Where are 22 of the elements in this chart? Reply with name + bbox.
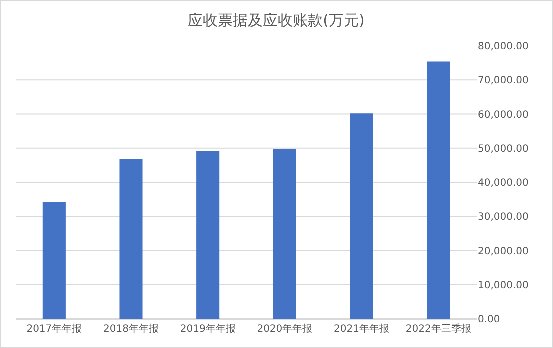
x-tick-label: 2018年年报 bbox=[104, 323, 159, 335]
y-tick-label: 70,000.00 bbox=[478, 76, 529, 87]
bar bbox=[350, 114, 374, 319]
x-tick-label: 2022年三季报 bbox=[406, 323, 472, 335]
x-tick-label: 2019年年报 bbox=[180, 323, 236, 335]
y-tick-label: 80,000.00 bbox=[478, 42, 529, 52]
y-tick-label: 50,000.00 bbox=[478, 144, 529, 155]
bar bbox=[196, 151, 220, 319]
y-tick-label: 0.00 bbox=[478, 314, 500, 326]
y-tick-label: 60,000.00 bbox=[478, 110, 529, 121]
bar bbox=[120, 158, 143, 319]
x-tick-label: 2021年年报 bbox=[334, 323, 390, 335]
bar bbox=[42, 202, 66, 319]
x-tick-label: 2020年年报 bbox=[257, 323, 313, 335]
y-tick-label: 10,000.00 bbox=[478, 280, 529, 292]
chart-title: 应收票据及应收账款(万元) bbox=[188, 11, 365, 30]
y-tick-label: 40,000.00 bbox=[478, 178, 529, 189]
y-tick-label: 30,000.00 bbox=[478, 212, 529, 224]
bar bbox=[427, 62, 450, 319]
x-tick-label: 2017年年报 bbox=[26, 323, 82, 335]
bar bbox=[273, 149, 296, 319]
y-tick-label: 20,000.00 bbox=[478, 246, 529, 258]
